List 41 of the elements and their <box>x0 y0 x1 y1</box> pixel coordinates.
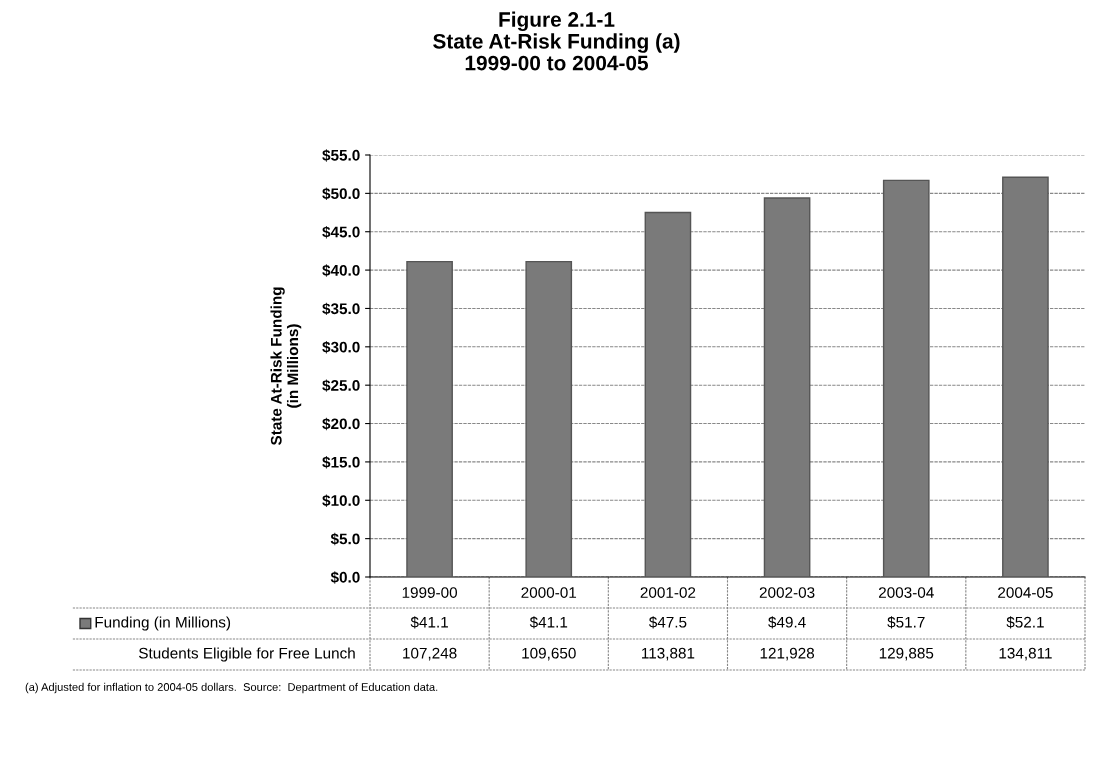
text: 109,650 <box>522 647 576 661</box>
x-tick-label: 2004-05 <box>998 587 1053 598</box>
bar <box>644 211 692 577</box>
y-axis-title: State At-Risk Funding (in Millions) <box>270 287 302 446</box>
y-tick-label: $10.0 <box>322 494 360 507</box>
y-tick-label: $55.0 <box>322 149 360 162</box>
data-label: $49.4 <box>768 616 806 629</box>
text: (a) Adjusted for inflation to 2004-05 dollars. Source: Department of Education data. <box>25 682 438 694</box>
y-tick-label: $5.0 <box>330 532 360 546</box>
bar <box>882 179 930 577</box>
text: Students Eligible for Free Lunch <box>139 647 355 662</box>
y-tick-label: $40.0 <box>322 264 360 277</box>
bar <box>763 197 811 577</box>
bar <box>406 260 453 577</box>
text: 134,811 <box>999 647 1052 661</box>
bar <box>1002 176 1049 577</box>
y-tick-label: $30.0 <box>322 341 360 354</box>
data-label: $47.5 <box>648 616 687 629</box>
y-tick-label: $50.0 <box>322 187 360 201</box>
text: 129,885 <box>879 647 934 661</box>
y-tick-label: $0.0 <box>330 571 360 584</box>
y-tick-label: $25.0 <box>322 379 360 392</box>
text: 121,928 <box>760 647 815 661</box>
data-label: $41.1 <box>529 616 568 629</box>
y-tick-label: $35.0 <box>322 302 360 316</box>
y-tick-label: $15.0 <box>322 456 360 469</box>
y-tick-label: $20.0 <box>322 417 360 431</box>
y-tick-label: $45.0 <box>322 225 360 239</box>
data-label: $52.1 <box>1006 616 1044 629</box>
data-label: $51.7 <box>887 616 925 629</box>
text: 113,881 <box>642 647 695 661</box>
bar <box>525 260 573 577</box>
chart-title: Figure 2.1-1 State At-Risk Funding (a) 1999-00 to 2004-05 <box>433 11 680 71</box>
legend-label: Funding (in Millions) <box>95 616 231 631</box>
x-tick-label: 1999-00 <box>402 587 458 598</box>
x-tick-label: 2000-01 <box>521 587 577 598</box>
data-label: $41.1 <box>410 616 448 629</box>
text: 107,248 <box>403 647 457 661</box>
x-tick-label: 2003-04 <box>878 587 934 598</box>
x-tick-label: 2002-03 <box>759 587 815 598</box>
x-tick-label: 2001-02 <box>640 587 696 598</box>
